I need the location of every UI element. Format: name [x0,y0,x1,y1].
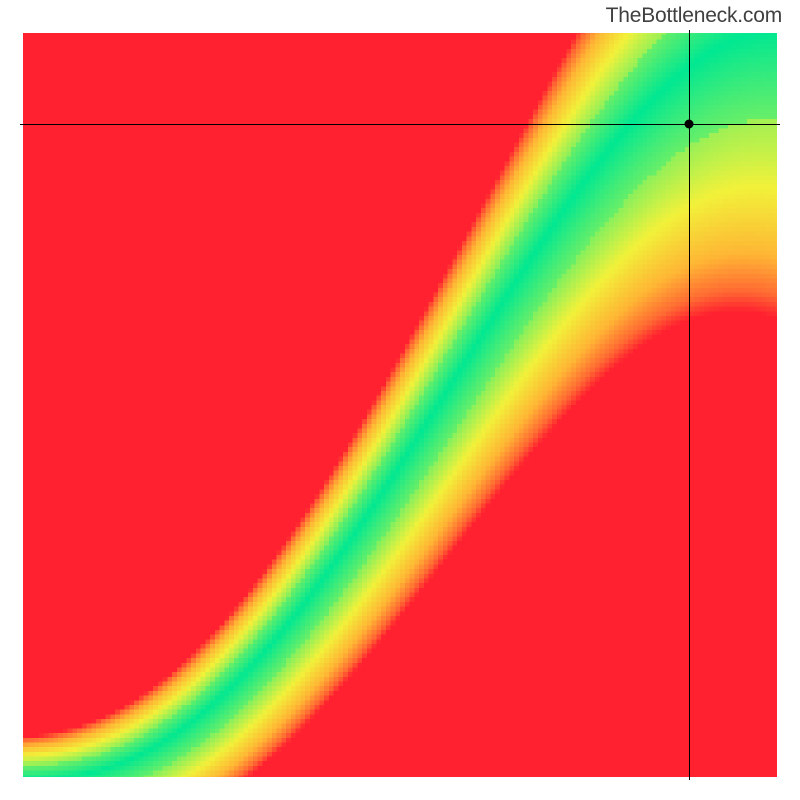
crosshair-vertical [689,30,690,780]
heatmap-canvas [20,30,780,780]
crosshair-horizontal [20,124,780,125]
crosshair-marker-dot [684,119,693,128]
watermark-text: TheBottleneck.com [606,4,782,28]
heatmap-plot [20,30,780,780]
